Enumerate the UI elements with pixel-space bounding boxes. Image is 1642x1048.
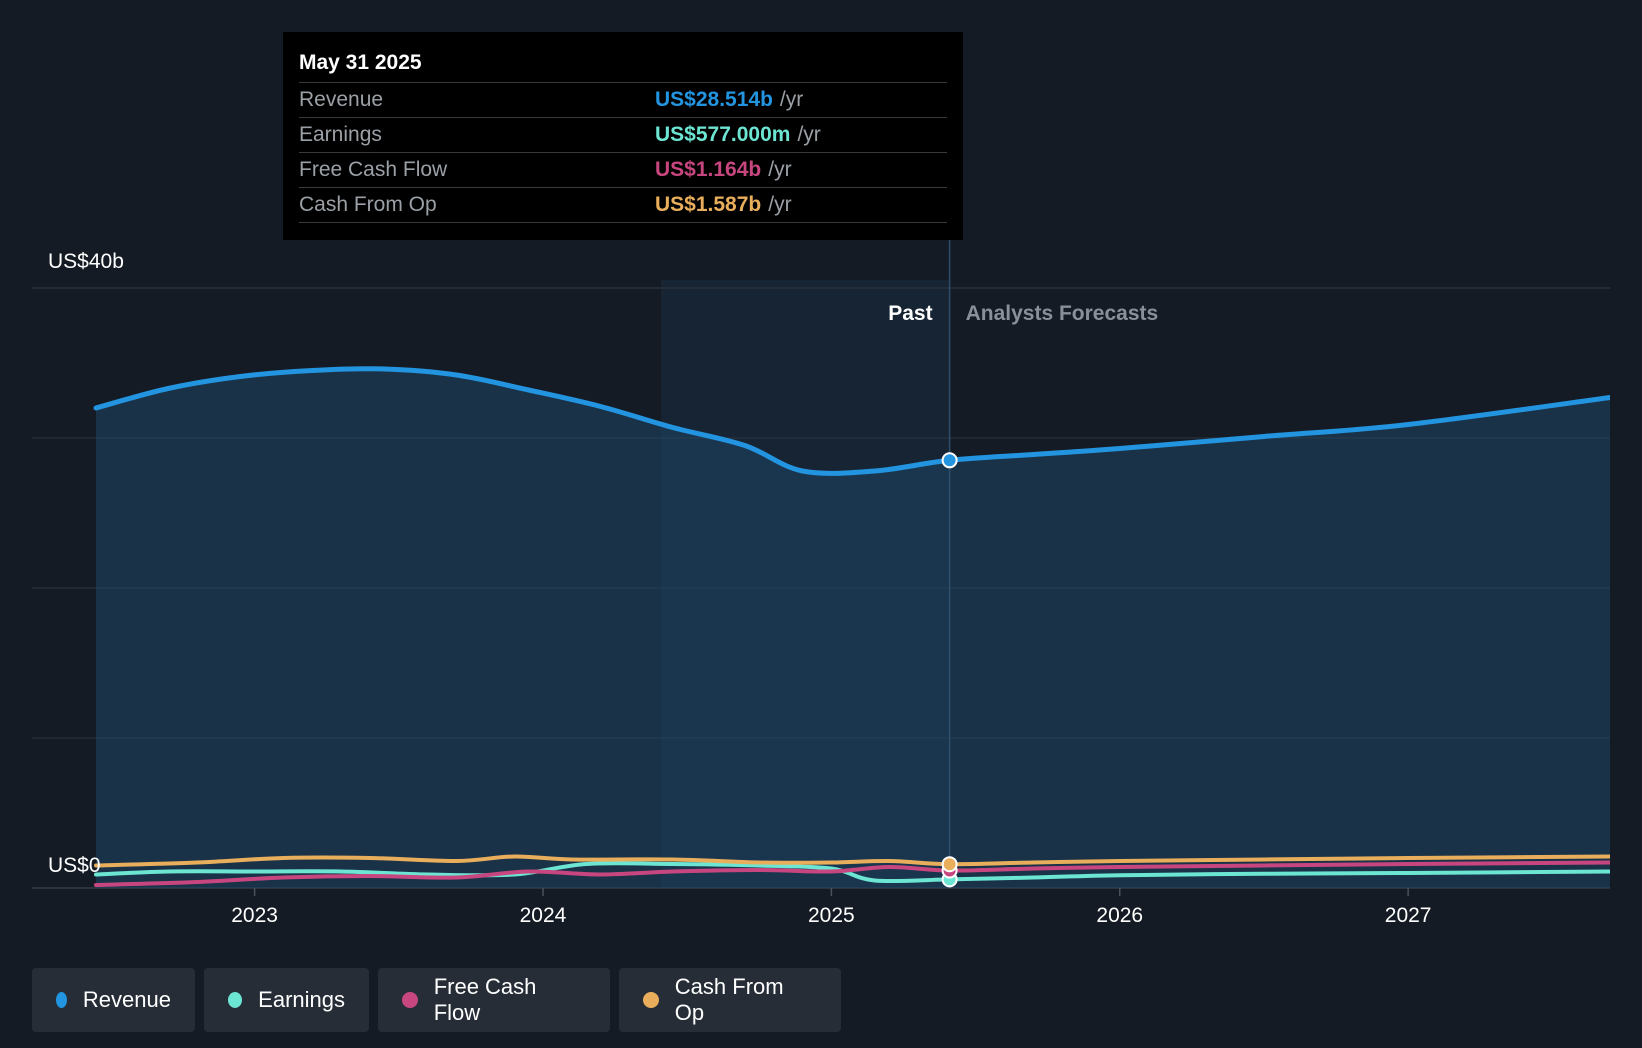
tooltip-row-cash-from-op: Cash From Op US$1.587b /yr [299, 187, 947, 223]
tooltip-unit: /yr [779, 88, 804, 111]
tooltip-label: Cash From Op [299, 193, 437, 216]
x-tick-label: 2027 [1385, 904, 1432, 927]
free-cash-flow-line [94, 860, 1610, 887]
x-tick-label: 2023 [231, 904, 278, 927]
revenue-marker [941, 452, 958, 469]
tooltip-value: US$1.587b [655, 193, 762, 216]
legend-dot-icon [56, 992, 67, 1008]
tooltip-label: Earnings [299, 123, 382, 146]
tooltip-value: US$1.164b [655, 158, 762, 181]
legend-label: Revenue [82, 987, 171, 1012]
revenue-area [96, 368, 1610, 888]
past-label: Past [888, 302, 932, 325]
legend-item-cash-from-op[interactable]: Cash From Op [619, 968, 841, 1032]
y-axis-bottom-label: US$0 [48, 854, 101, 877]
tooltip-row-revenue: Revenue US$28.514b /yr [299, 82, 947, 117]
legend-item-free-cash-flow[interactable]: Free Cash Flow [378, 968, 610, 1032]
tooltip-row-earnings: Earnings US$577.000m /yr [299, 117, 947, 152]
tooltip-unit: /yr [768, 158, 792, 181]
x-tick-label: 2025 [808, 904, 855, 927]
tooltip-unit: /yr [797, 123, 821, 146]
cash-from-op-line [94, 854, 1610, 868]
legend-item-revenue[interactable]: Revenue [32, 968, 195, 1032]
legend-label: Earnings [258, 987, 345, 1012]
legend-dot-icon [228, 992, 243, 1008]
tooltip-label: Revenue [299, 88, 384, 111]
forecast-label: Analysts Forecasts [966, 302, 1159, 325]
tooltip-row-free-cash-flow: Free Cash Flow US$1.164b /yr [299, 152, 947, 187]
tooltip-value: US$28.514b [655, 88, 773, 111]
x-tick-label: 2026 [1096, 904, 1143, 927]
tooltip-date: May 31 2025 [299, 51, 422, 74]
legend-label: Cash From Op [674, 974, 784, 1025]
tooltip-value: US$577.000m [655, 123, 791, 146]
cash-from-op-marker [941, 856, 958, 873]
legend: Revenue Earnings Free Cash Flow Cash Fro… [32, 968, 841, 1032]
tooltip-unit: /yr [768, 193, 792, 216]
legend-item-earnings[interactable]: Earnings [204, 968, 369, 1032]
x-tick-label: 2024 [520, 904, 567, 927]
earnings-line [94, 861, 1610, 884]
tooltip: May 31 2025 Revenue US$28.514b /yr Earni… [283, 32, 963, 240]
legend-label: Free Cash Flow [433, 974, 537, 1025]
revenue-line [93, 366, 1610, 476]
legend-dot-icon [402, 992, 418, 1008]
y-axis-top-label: US$40b [48, 250, 124, 273]
tooltip-label: Free Cash Flow [299, 158, 448, 181]
legend-dot-icon [643, 992, 659, 1008]
